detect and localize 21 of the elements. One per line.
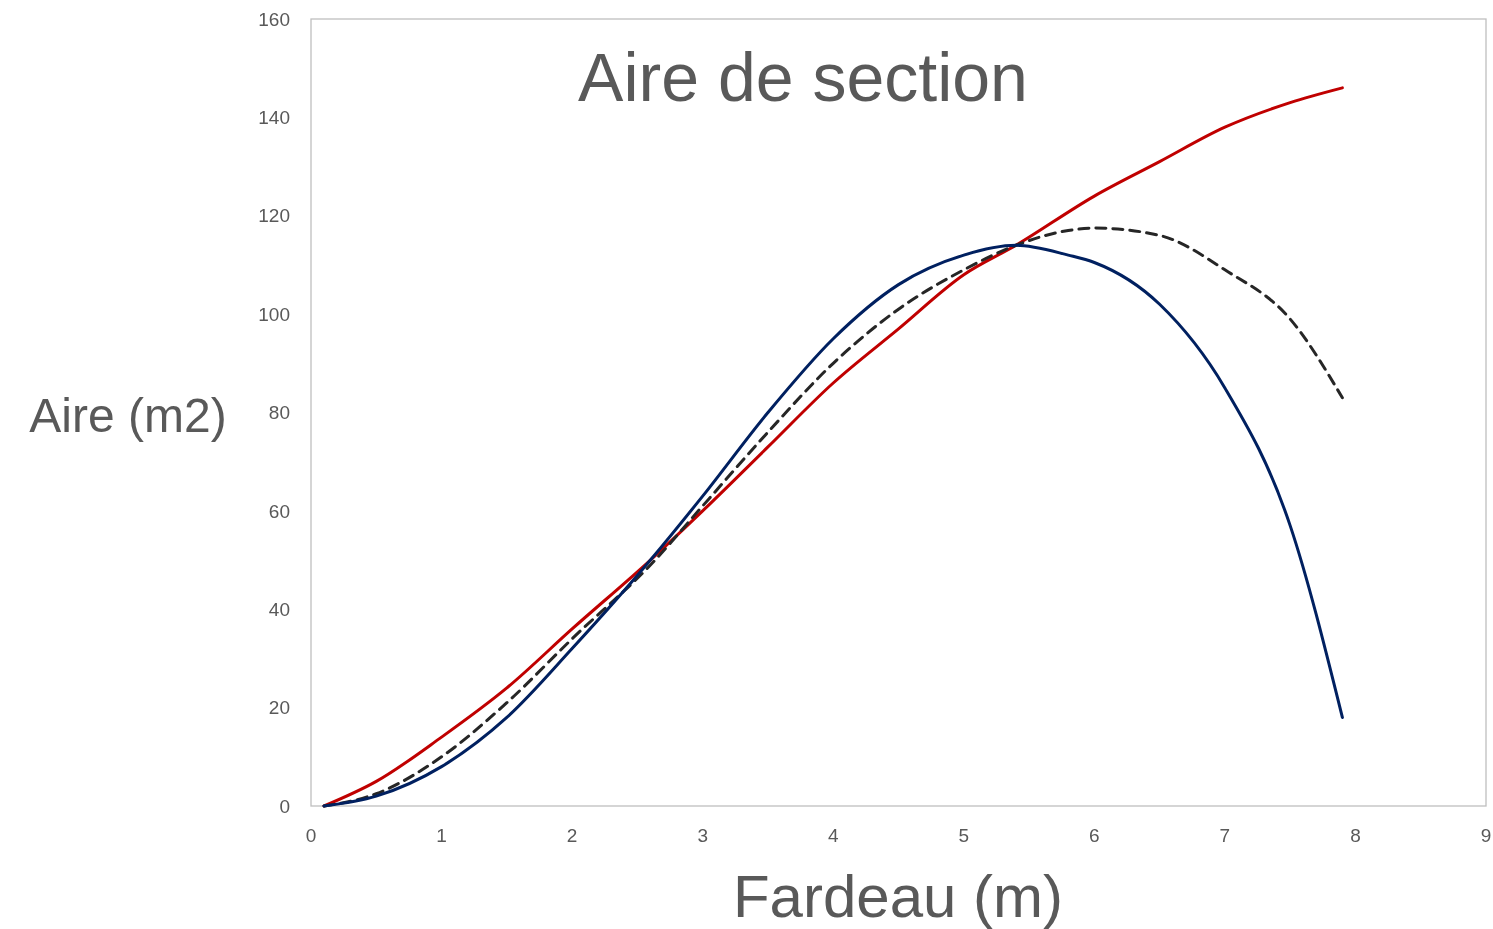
x-tick-label: 3	[697, 825, 708, 846]
y-tick-label: 140	[258, 107, 290, 129]
x-tick-label: 6	[1089, 825, 1100, 846]
y-tick-label: 0	[279, 795, 290, 817]
y-tick-label: 40	[268, 598, 290, 620]
y-tick-label: 20	[268, 697, 290, 719]
x-tick-label: 1	[436, 825, 447, 846]
y-tick-label: 160	[258, 8, 290, 30]
x-tick-label: 2	[566, 825, 578, 846]
x-tick-label: 4	[827, 825, 839, 846]
x-tick-label: 8	[1350, 825, 1361, 846]
x-tick-label: 9	[1480, 825, 1492, 846]
y-tick-label: 100	[258, 303, 290, 325]
y-tick-label: 60	[268, 500, 290, 522]
y-tick-label: 80	[268, 402, 290, 424]
x-tick-label: 7	[1219, 825, 1231, 846]
y-tick-label: 120	[258, 205, 290, 227]
y-axis-title: Aire (m2)	[29, 389, 227, 442]
x-tick-label: 0	[305, 825, 317, 846]
chart-title: Aire de section	[578, 39, 1028, 115]
x-tick-label: 5	[958, 825, 970, 846]
